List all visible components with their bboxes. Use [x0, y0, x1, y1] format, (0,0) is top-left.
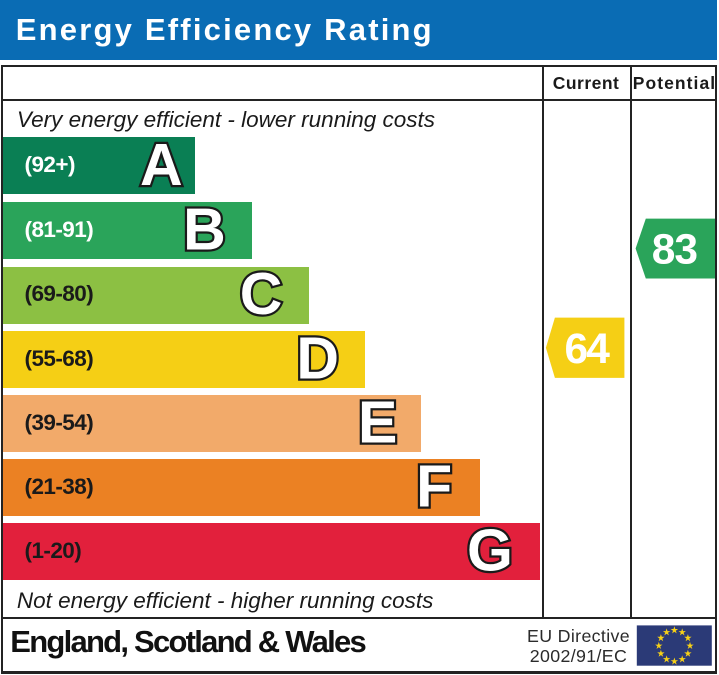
svg-text:83: 83 — [652, 227, 698, 274]
svg-text:F: F — [416, 454, 452, 520]
svg-text:D: D — [296, 325, 339, 391]
svg-text:E: E — [358, 390, 397, 456]
svg-text:A: A — [140, 132, 183, 198]
svg-text:64: 64 — [564, 326, 610, 373]
svg-text:B: B — [183, 197, 226, 263]
svg-text:G: G — [467, 517, 513, 583]
svg-text:C: C — [240, 261, 283, 327]
